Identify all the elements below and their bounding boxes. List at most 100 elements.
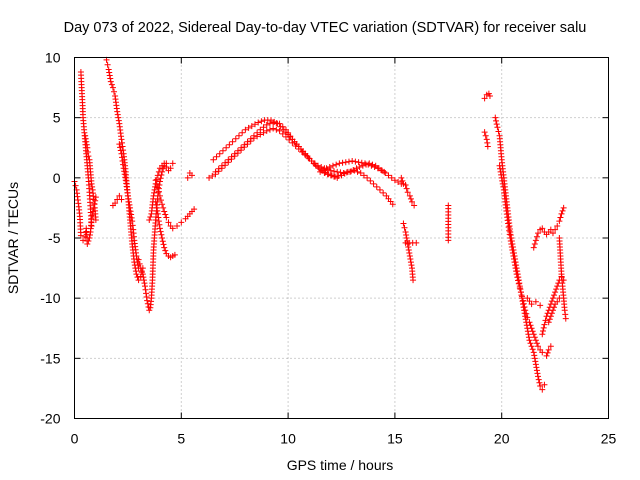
data-point — [553, 286, 560, 293]
data-point — [140, 274, 147, 281]
data-point — [445, 237, 452, 244]
data-point — [521, 303, 528, 310]
data-point — [143, 293, 150, 300]
data-point — [331, 168, 338, 175]
data-point — [507, 238, 514, 245]
data-point — [216, 150, 223, 157]
data-point — [512, 265, 519, 272]
data-point — [508, 244, 515, 251]
data-point — [549, 307, 556, 314]
data-point — [251, 121, 258, 128]
data-point — [121, 168, 128, 175]
data-point — [499, 180, 506, 187]
data-point — [127, 204, 134, 211]
data-point — [83, 138, 90, 145]
data-point — [136, 260, 143, 267]
data-point — [529, 346, 536, 353]
data-point — [506, 227, 513, 234]
data-point — [111, 88, 118, 95]
data-point — [156, 225, 163, 232]
data-point — [406, 192, 413, 199]
data-point — [139, 271, 146, 278]
data-point — [86, 231, 93, 238]
data-point — [276, 127, 283, 134]
data-point — [118, 150, 125, 157]
data-point — [374, 165, 381, 172]
data-point — [85, 153, 92, 160]
data-point — [325, 171, 332, 178]
data-point — [157, 228, 164, 235]
data-point — [554, 298, 561, 305]
data-point — [389, 201, 396, 208]
data-point — [398, 174, 405, 181]
data-point — [84, 144, 91, 151]
data-point — [401, 224, 408, 231]
data-point — [486, 93, 493, 100]
data-point — [174, 222, 181, 229]
data-point — [86, 235, 93, 241]
data-point — [129, 218, 136, 225]
data-point — [152, 177, 159, 184]
data-point — [395, 179, 402, 186]
data-point — [545, 346, 552, 353]
data-point — [537, 302, 544, 309]
data-point — [104, 61, 111, 68]
data-point — [373, 183, 380, 190]
data-point — [531, 355, 538, 362]
data-point — [554, 222, 561, 229]
data-point — [273, 126, 280, 133]
data-point — [354, 168, 361, 175]
data-point — [223, 144, 230, 151]
x-tick-label: 15 — [387, 431, 403, 447]
data-point — [539, 331, 546, 338]
data-point — [411, 202, 418, 209]
data-point — [523, 310, 530, 317]
data-point — [125, 195, 132, 202]
data-point — [247, 135, 254, 142]
data-point — [254, 129, 261, 136]
data-point — [160, 204, 167, 211]
data-point — [165, 219, 172, 226]
data-point — [279, 130, 286, 137]
data-point — [353, 165, 360, 172]
data-point — [539, 386, 546, 393]
data-point — [493, 121, 500, 128]
data-point — [155, 188, 162, 195]
data-point — [112, 200, 119, 207]
data-point — [481, 95, 488, 102]
data-point — [92, 197, 99, 204]
data-point — [276, 120, 283, 127]
data-point — [161, 244, 168, 251]
data-point — [120, 161, 127, 168]
x-tick-labels: 0 5 10 15 20 25 — [71, 431, 617, 447]
data-point — [497, 168, 504, 175]
x-axis-label: GPS time / hours — [287, 457, 394, 473]
data-point — [516, 280, 523, 287]
y-tick-label: 0 — [53, 170, 61, 186]
data-point — [153, 201, 160, 208]
data-point — [381, 168, 388, 175]
data-point — [218, 162, 225, 169]
data-point — [371, 164, 378, 171]
data-point — [308, 157, 315, 164]
data-point — [161, 160, 168, 167]
data-point — [556, 218, 563, 225]
data-point — [133, 253, 140, 260]
data-point — [343, 169, 350, 176]
data-point — [347, 168, 354, 175]
data-point — [528, 325, 535, 332]
data-point — [518, 292, 525, 299]
data-point — [526, 298, 533, 305]
data-point — [106, 72, 113, 79]
data-point — [407, 256, 414, 263]
data-point — [548, 310, 555, 317]
data-point — [125, 198, 132, 205]
data-point — [406, 253, 413, 260]
data-point — [528, 301, 535, 308]
data-point — [340, 170, 347, 177]
data-point — [153, 204, 160, 211]
data-point — [279, 123, 286, 130]
data-point — [510, 253, 517, 260]
data-point — [505, 224, 512, 231]
